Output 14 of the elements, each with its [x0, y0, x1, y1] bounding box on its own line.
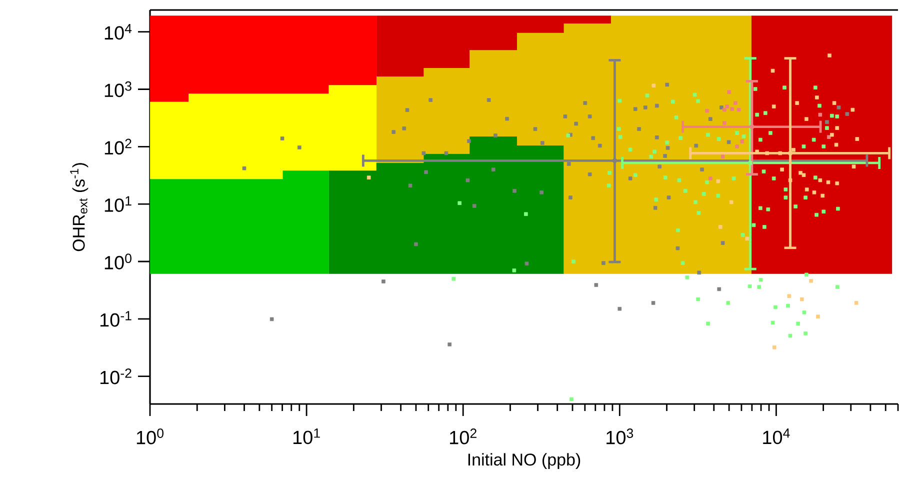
x-tick-label: 10$^{4}$: [763, 428, 790, 444]
x-tick-label: 10$^{2}$: [450, 428, 476, 444]
y-tick-label: 10$^{-2}$: [100, 368, 132, 384]
x-tick-label: 10$^{3}$: [606, 428, 634, 444]
y-tick-label: 10$^{-1}$: [100, 311, 132, 327]
y-tick-label: 10$^{4}$: [104, 24, 132, 40]
x-tick-label: 10$^{1}$: [293, 428, 320, 444]
x-axis-title: Initial NO (ppb): [468, 453, 580, 469]
y-axis-title: OHR$_{ext}$ (s$^{-1}$): [70, 163, 88, 252]
y-tick-label: 10$^{1}$: [104, 196, 132, 212]
y-tick-label: 10$^{0}$: [104, 254, 132, 270]
y-tick-label: 10$^{2}$: [104, 138, 132, 155]
y-tick-label: 10$^{3}$: [104, 81, 132, 98]
x-tick-label: 10$^{0}$: [136, 428, 164, 444]
